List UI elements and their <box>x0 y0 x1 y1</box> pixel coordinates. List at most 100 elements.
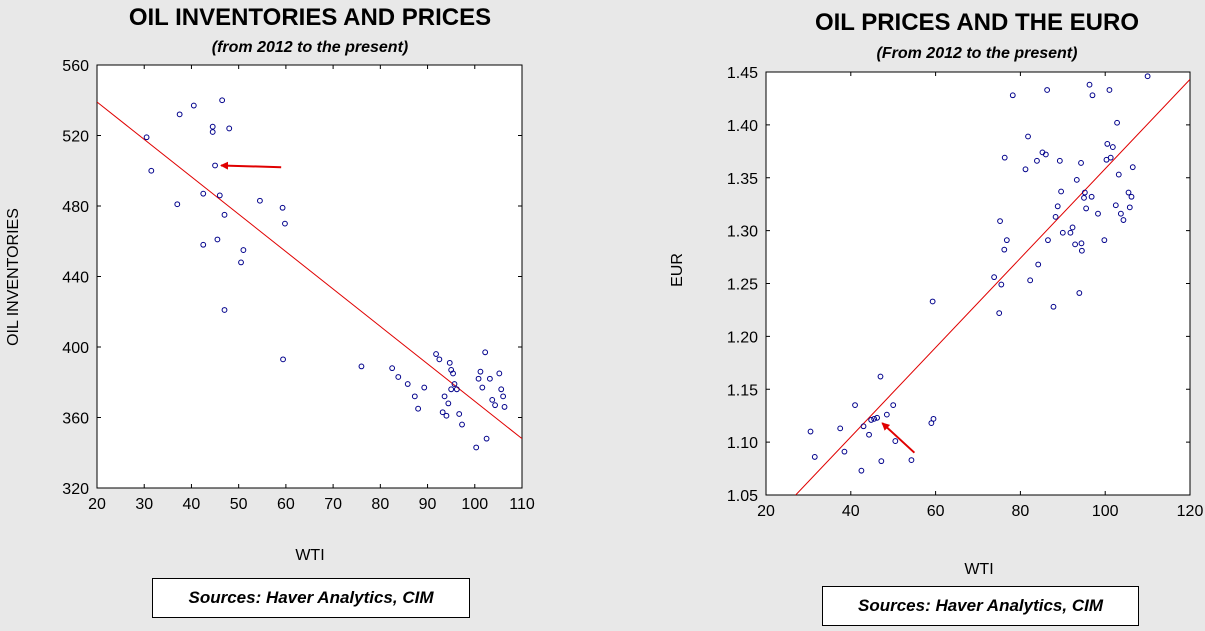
data-point <box>868 417 875 423</box>
y-tick-label: 400 <box>62 340 89 357</box>
data-point <box>240 247 247 253</box>
x-tick-label: 40 <box>842 503 860 520</box>
y-tick-label: 1.40 <box>727 118 758 135</box>
annotation-arrow <box>881 422 916 454</box>
data-point <box>1058 188 1065 195</box>
data-point <box>279 204 286 211</box>
data-point <box>456 411 463 417</box>
data-point <box>226 125 233 132</box>
data-point <box>841 448 848 455</box>
data-point <box>1044 87 1051 93</box>
data-point <box>486 375 493 382</box>
data-point <box>439 409 446 416</box>
data-point <box>500 393 507 400</box>
data-point <box>200 190 207 197</box>
data-point <box>1114 119 1120 126</box>
data-point <box>1107 154 1114 161</box>
data-point <box>852 402 858 409</box>
data-point <box>280 356 286 363</box>
data-point <box>436 356 443 363</box>
data-point <box>874 414 880 421</box>
data-point <box>1072 241 1078 248</box>
y-axis-label: OIL INVENTORIES <box>5 208 22 346</box>
y-tick-label: 360 <box>62 411 89 428</box>
data-point <box>1095 210 1101 217</box>
data-point <box>441 393 448 400</box>
data-point <box>807 428 814 435</box>
x-axis-label: WTI <box>964 561 993 578</box>
data-point <box>492 402 498 409</box>
data-point <box>477 368 484 375</box>
x-tick-label: 20 <box>88 496 106 513</box>
y-axis-label: EUR <box>669 253 686 287</box>
data-point <box>411 393 418 400</box>
data-point <box>358 363 365 370</box>
data-point <box>209 129 216 135</box>
data-point <box>404 381 411 387</box>
data-point <box>200 241 207 248</box>
data-point <box>482 349 489 356</box>
data-point <box>389 365 396 372</box>
x-tick-label: 100 <box>461 496 488 513</box>
data-point <box>257 197 263 204</box>
y-tick-label: 1.30 <box>727 224 758 241</box>
plot-area <box>765 71 1191 496</box>
data-point <box>176 111 183 118</box>
data-point <box>451 381 458 387</box>
sources-box: Sources: Haver Analytics, CIM <box>152 578 470 618</box>
x-tick-label: 40 <box>183 496 201 513</box>
data-point <box>1035 261 1042 268</box>
data-point <box>890 402 897 409</box>
annotation-arrow <box>220 161 282 170</box>
data-point <box>1086 81 1093 88</box>
data-point <box>1083 205 1090 212</box>
y-tick-label: 1.05 <box>727 488 758 505</box>
y-tick-label: 1.35 <box>727 171 758 188</box>
x-tick-label: 60 <box>927 503 945 520</box>
data-point <box>501 404 508 410</box>
data-point <box>214 236 221 243</box>
data-point <box>443 412 450 419</box>
x-tick-label: 60 <box>277 496 295 513</box>
data-point <box>212 162 218 169</box>
data-point <box>448 386 455 393</box>
data-point <box>1022 166 1029 173</box>
regression-line <box>97 101 522 440</box>
x-tick-label: 80 <box>371 496 389 513</box>
x-tick-label: 50 <box>230 496 248 513</box>
data-point <box>892 438 899 444</box>
oil-euro-chart: OIL PRICES AND THE EURO (From 2012 to th… <box>669 9 1203 578</box>
plot-area <box>96 64 523 489</box>
data-point <box>453 386 460 393</box>
data-point <box>1078 247 1085 254</box>
data-point <box>1069 224 1076 231</box>
data-point <box>1001 246 1008 253</box>
data-point <box>1078 160 1084 166</box>
chart-subtitle: (From 2012 to the present) <box>877 45 1078 62</box>
x-tick-label: 20 <box>757 503 775 520</box>
data-point <box>1101 237 1108 244</box>
data-point <box>459 421 465 428</box>
data-point <box>1009 92 1016 99</box>
data-point <box>929 298 936 305</box>
y-tick-label: 440 <box>62 270 89 287</box>
data-point <box>930 415 937 422</box>
x-tick-label: 110 <box>509 496 535 513</box>
y-tick-label: 480 <box>62 199 89 216</box>
data-point <box>475 375 482 382</box>
data-point <box>1081 194 1087 201</box>
y-tick-label: 1.10 <box>727 435 758 452</box>
data-point <box>1067 229 1074 236</box>
data-point <box>445 400 452 407</box>
data-point <box>1001 154 1008 161</box>
y-tick-label: 560 <box>62 58 89 75</box>
data-point <box>216 192 223 199</box>
y-tick-label: 1.15 <box>727 382 758 399</box>
data-point <box>1126 204 1133 211</box>
data-point <box>866 431 872 438</box>
data-point <box>395 374 402 380</box>
y-tick-label: 1.45 <box>727 65 758 82</box>
data-point <box>996 310 1003 317</box>
data-point <box>1073 176 1080 183</box>
data-point <box>496 370 503 377</box>
